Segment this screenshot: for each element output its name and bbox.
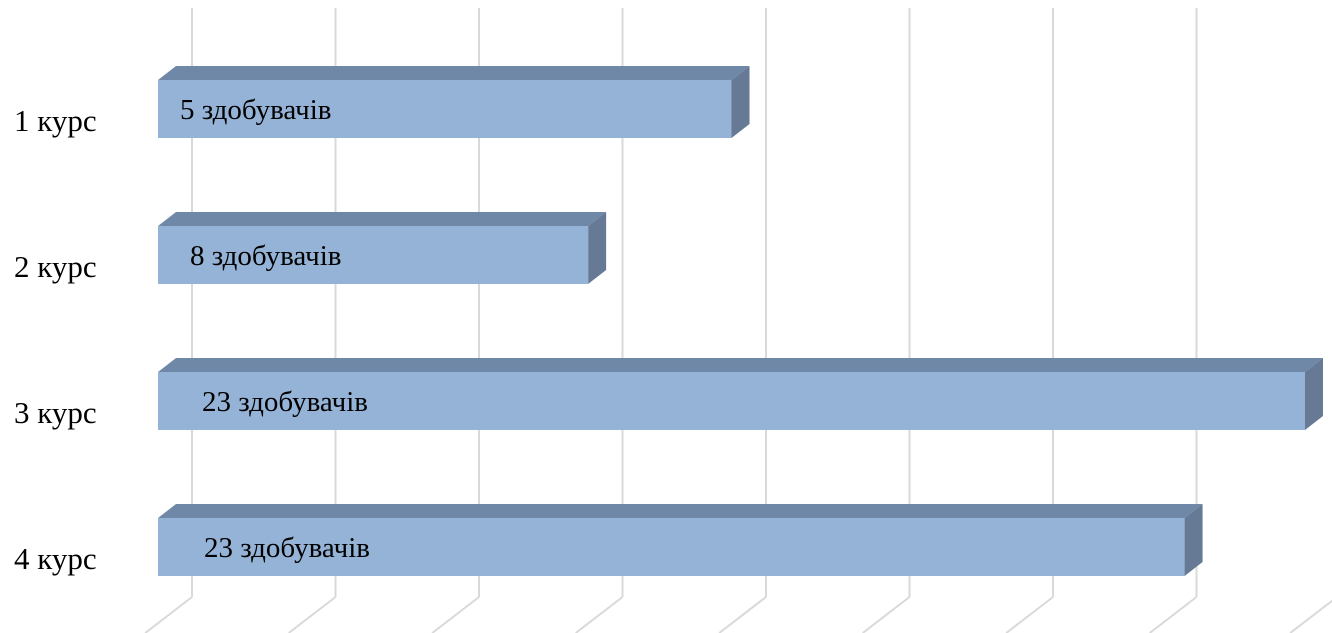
data-label: 23 здобувачів — [202, 386, 368, 418]
gridline-floor — [1005, 596, 1054, 633]
data-label: 8 здобувачів — [190, 240, 341, 272]
data-label: 5 здобувачів — [180, 94, 331, 126]
bar-side — [731, 66, 750, 138]
category-label: 3 курс — [14, 395, 97, 430]
gridline-floor — [288, 596, 337, 633]
gridline-floor — [1289, 599, 1332, 633]
labels: 5 здобувачів 1 курс 8 здобувачів 2 курс 23 з… — [14, 94, 370, 576]
bar-side — [1305, 358, 1323, 430]
gridline-floor — [431, 596, 480, 633]
bar-front — [158, 372, 1305, 430]
bars — [158, 66, 1323, 576]
bar-front — [158, 80, 732, 138]
category-label: 4 курс — [14, 541, 97, 576]
bar-front — [158, 518, 1185, 576]
bar-top — [158, 358, 1323, 372]
category-label: 2 курс — [14, 249, 97, 284]
bar — [158, 358, 1323, 430]
gridline-floor — [575, 596, 624, 633]
bar — [158, 66, 750, 138]
gridline-floor — [862, 596, 911, 633]
bar-top — [158, 66, 750, 80]
gridline-floor — [1149, 596, 1198, 633]
bar-side — [588, 212, 607, 284]
data-label: 23 здобувачів — [204, 532, 370, 564]
bar — [158, 504, 1203, 576]
bar-side — [1184, 504, 1203, 576]
bar-top — [158, 212, 607, 226]
gridline-floor — [718, 596, 767, 633]
bar-top — [158, 504, 1203, 518]
bar-front — [158, 226, 589, 284]
gridline-floor — [144, 596, 193, 633]
bar — [158, 212, 607, 284]
category-label: 1 курс — [14, 103, 97, 138]
